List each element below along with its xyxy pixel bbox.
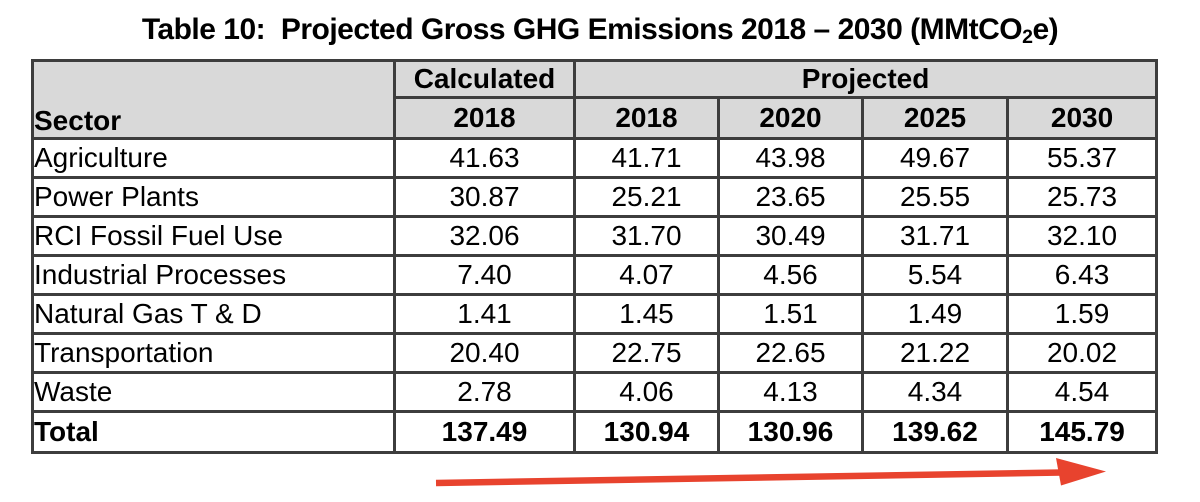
- value-cell: 1.41: [393, 293, 576, 335]
- value-cell: 2.78: [393, 371, 576, 413]
- sector-cell: Transportation: [31, 332, 396, 374]
- value-cell: 1.49: [861, 293, 1009, 335]
- value-cell: 1.45: [573, 293, 720, 335]
- value-cell: 30.49: [717, 215, 864, 257]
- value-cell: 21.22: [861, 332, 1009, 374]
- value-cell: 23.65: [717, 176, 864, 218]
- column-header-projected-2025: 2025: [861, 96, 1009, 140]
- value-cell: 49.67: [861, 137, 1009, 179]
- value-cell: 1.59: [1005, 293, 1159, 335]
- value-cell: 30.87: [393, 176, 576, 218]
- page-title: Table 10: Projected Gross GHG Emissions …: [0, 13, 1200, 49]
- table-row: Natural Gas T & D 1.41 1.45 1.51 1.49 1.…: [31, 293, 1159, 335]
- value-cell: 5.54: [861, 254, 1009, 296]
- value-cell: 31.70: [573, 215, 720, 257]
- value-cell: 55.37: [1005, 137, 1159, 179]
- value-cell: 32.06: [393, 215, 576, 257]
- table-row: Waste 2.78 4.06 4.13 4.34 4.54: [31, 371, 1159, 413]
- total-value-cell: 137.49: [393, 410, 576, 454]
- table-row: Transportation 20.40 22.75 22.65 21.22 2…: [31, 332, 1159, 374]
- sector-cell: Waste: [31, 371, 396, 413]
- value-cell: 41.63: [393, 137, 576, 179]
- value-cell: 4.13: [717, 371, 864, 413]
- sector-cell: Agriculture: [31, 137, 396, 179]
- total-value-cell: 145.79: [1005, 410, 1159, 454]
- value-cell: 20.40: [393, 332, 576, 374]
- value-cell: 41.71: [573, 137, 720, 179]
- column-header-projected-2018: 2018: [573, 96, 720, 140]
- value-cell: 22.75: [573, 332, 720, 374]
- value-cell: 20.02: [1005, 332, 1159, 374]
- value-cell: 4.07: [573, 254, 720, 296]
- table-row: Power Plants 30.87 25.21 23.65 25.55 25.…: [31, 176, 1159, 218]
- value-cell: 22.65: [717, 332, 864, 374]
- table-row: Agriculture 41.63 41.71 43.98 49.67 55.3…: [31, 137, 1159, 179]
- value-cell: 4.54: [1005, 371, 1159, 413]
- header-row-groups: Sector Calculated Projected: [31, 59, 1159, 140]
- title-subscript: 2: [1022, 26, 1033, 49]
- total-value-cell: 139.62: [861, 410, 1009, 454]
- sector-cell: Power Plants: [31, 176, 396, 218]
- value-cell: 1.51: [717, 293, 864, 335]
- value-cell: 25.21: [573, 176, 720, 218]
- red-right-arrow-icon: [435, 458, 1106, 487]
- title-suffix: e): [1032, 13, 1059, 46]
- title-text: Table 10: Projected Gross GHG Emissions …: [141, 13, 1023, 46]
- value-cell: 4.06: [573, 371, 720, 413]
- total-label-cell: Total: [31, 410, 396, 454]
- table-row: Industrial Processes 7.40 4.07 4.56 5.54…: [31, 254, 1159, 296]
- total-value-cell: 130.96: [717, 410, 864, 454]
- value-cell: 31.71: [861, 215, 1009, 257]
- sector-cell: RCI Fossil Fuel Use: [31, 215, 396, 257]
- column-header-calculated-2018: 2018: [393, 96, 576, 140]
- total-value-cell: 130.94: [573, 410, 720, 454]
- sector-cell: Industrial Processes: [31, 254, 396, 296]
- header-row-years: 2018 2018 2020 2025 2030: [33, 96, 1159, 140]
- column-header-projected-2030: 2030: [1005, 96, 1159, 140]
- value-cell: 25.55: [861, 176, 1009, 218]
- table-row-total: Total 137.49 130.94 130.96 139.62 145.79: [31, 410, 1159, 454]
- column-header-projected-2020: 2020: [717, 96, 864, 140]
- value-cell: 32.10: [1005, 215, 1159, 257]
- value-cell: 4.34: [861, 371, 1009, 413]
- value-cell: 43.98: [717, 137, 864, 179]
- emissions-table: Sector Calculated Projected 2018 2018 20…: [31, 59, 1159, 454]
- value-cell: 4.56: [717, 254, 864, 296]
- column-group-calculated: Calculated: [393, 59, 576, 99]
- column-header-sector: Sector: [31, 59, 396, 140]
- value-cell: 6.43: [1005, 254, 1159, 296]
- value-cell: 25.73: [1005, 176, 1159, 218]
- column-group-projected: Projected: [572, 59, 1159, 99]
- table-row: RCI Fossil Fuel Use 32.06 31.70 30.49 31…: [31, 215, 1159, 257]
- sector-cell: Natural Gas T & D: [31, 293, 396, 335]
- value-cell: 7.40: [393, 254, 576, 296]
